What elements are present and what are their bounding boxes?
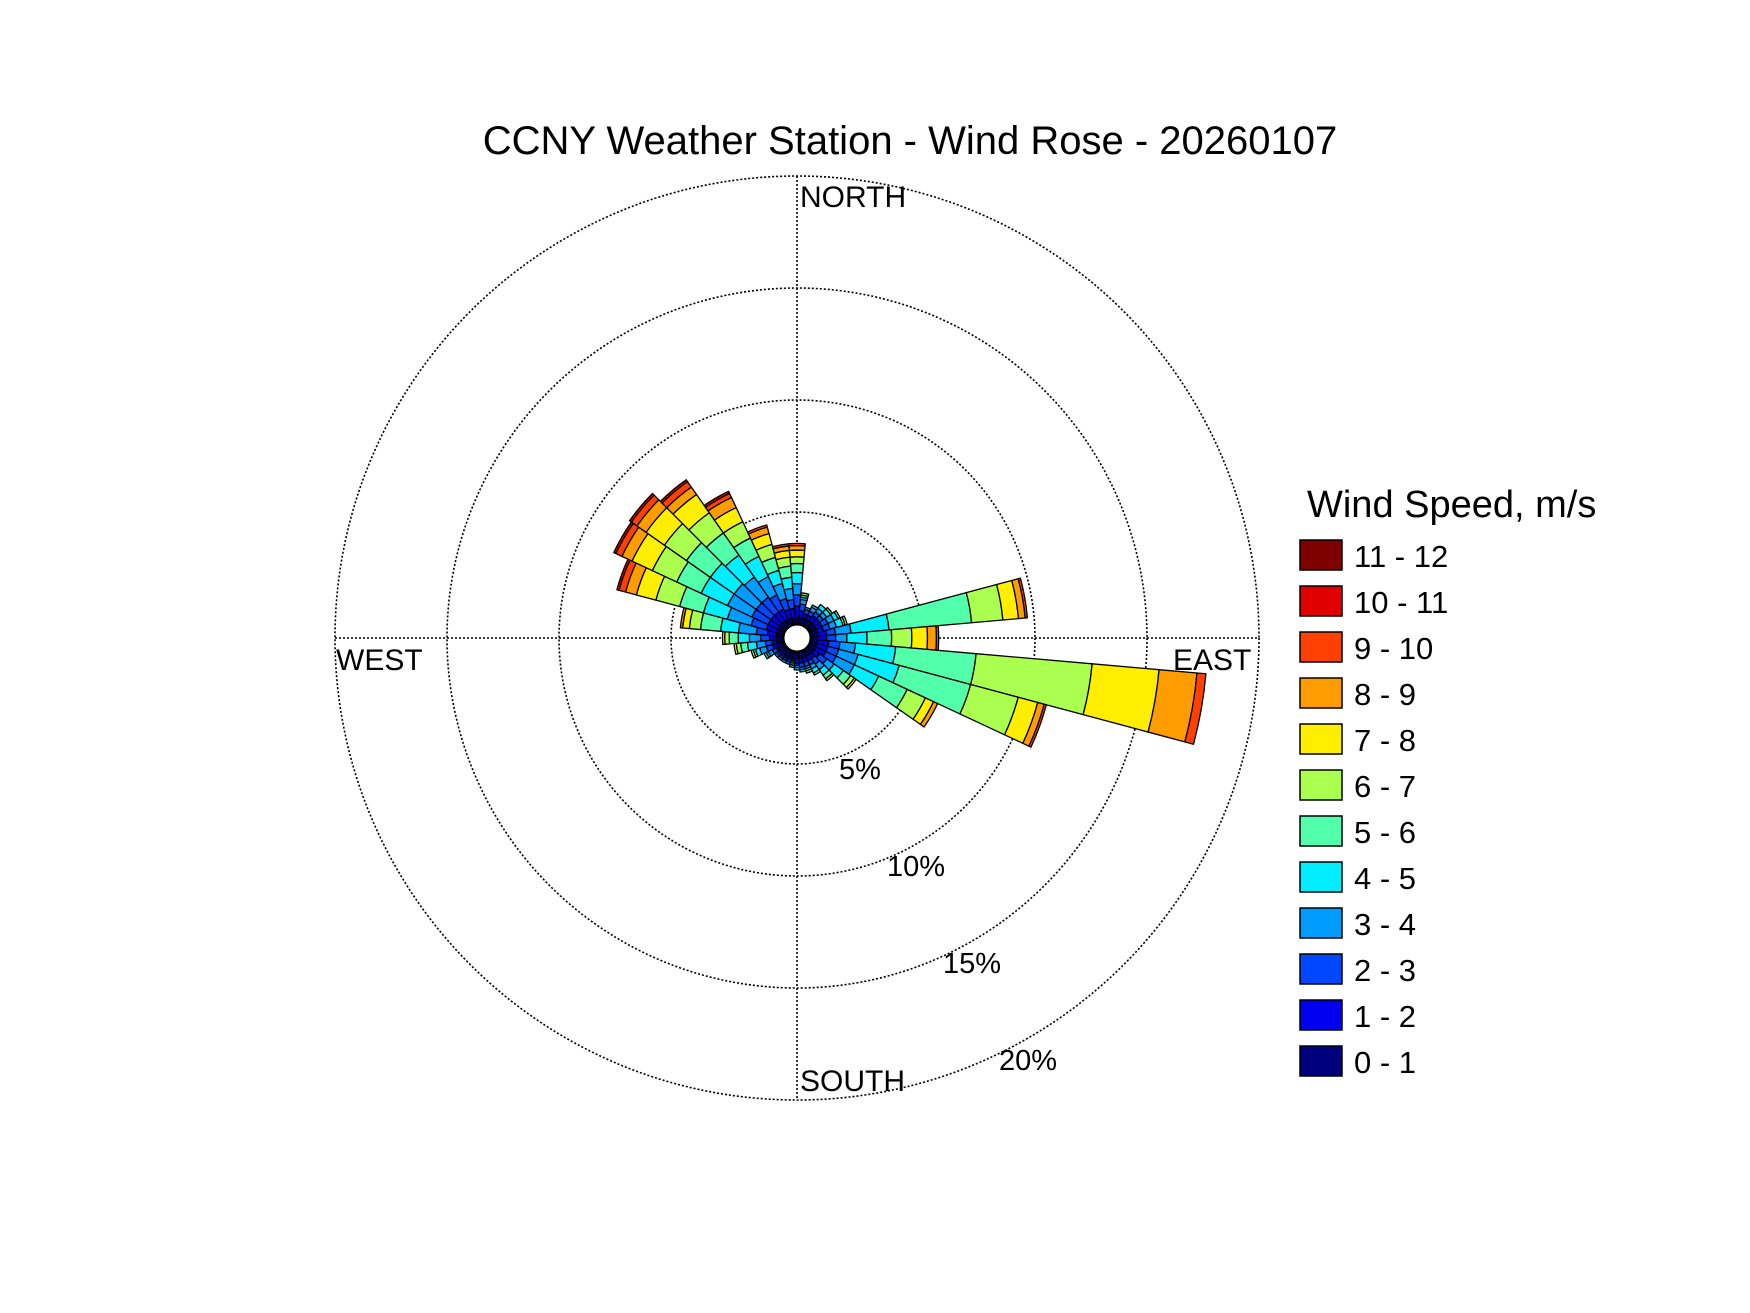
sector-270-bin-7-8 (721, 630, 726, 646)
sector-330-bin-10-11 (703, 490, 731, 508)
legend-swatch-10-11 (1299, 585, 1343, 617)
legend-label-4-5: 4 - 5 (1354, 861, 1416, 896)
sector-170-bin-4-5 (799, 668, 807, 673)
sector-310-bin-10-11 (628, 492, 655, 523)
sector-350-bin-9-10 (771, 543, 790, 550)
sector-0-bin-5-6 (789, 562, 805, 574)
legend-swatch-11-12 (1299, 539, 1343, 571)
direction-label-west: WEST (336, 644, 423, 677)
legend: 11 - 12 10 - 11 9 - 10 8 - 9 7 - 8 6 - 7 5 - 6… (1299, 539, 1448, 1080)
calm-center-hub (781, 622, 813, 654)
sector-90-bin-7-8 (910, 625, 929, 651)
legend-label-7-8: 7 - 8 (1354, 723, 1416, 758)
sector-80-bin-6-7 (965, 583, 1004, 624)
sector-0-bin-7-8 (788, 549, 806, 558)
legend-swatch-2-3 (1299, 953, 1343, 985)
direction-label-north: NORTH (800, 181, 906, 214)
sector-120-bin-8-9 (919, 701, 939, 728)
sector-160-bin-5-6 (805, 668, 814, 674)
sector-150-bin-5-6 (812, 669, 822, 676)
legend-swatch-6-7 (1299, 769, 1343, 801)
sector-10-bin-6-7 (800, 592, 810, 597)
legend-label-10-11: 10 - 11 (1354, 585, 1448, 620)
legend-swatch-3-4 (1299, 907, 1343, 939)
legend-title: Wind Speed, m/s (1307, 484, 1596, 526)
sector-340-bin-9-10 (746, 524, 768, 535)
legend-swatch-8-9 (1299, 677, 1343, 709)
legend-label-2-3: 2 - 3 (1354, 953, 1416, 988)
legend-swatch-5-6 (1299, 815, 1343, 847)
radial-tick-label-5: 5% (839, 754, 881, 786)
sector-180-bin-4-5 (793, 666, 801, 671)
radial-tick-labels: 5% 10% 15% 20% (839, 754, 1057, 1077)
sector-100-bin-7-8 (1082, 663, 1160, 733)
sector-90-bin-6-7 (890, 627, 913, 649)
sector-90-bin-9-10 (935, 625, 940, 651)
legend-label-11-12: 11 - 12 (1354, 539, 1448, 574)
sector-90-bin-8-9 (926, 625, 938, 651)
legend-label-0-1: 0 - 1 (1354, 1045, 1416, 1080)
sector-90-bin-5-6 (866, 629, 893, 647)
radial-tick-label-20: 20% (999, 1045, 1057, 1077)
sector-0-bin-6-7 (789, 556, 805, 565)
sector-0-bin-4-5 (790, 571, 804, 585)
legend-label-9-10: 9 - 10 (1354, 631, 1433, 666)
direction-label-south: SOUTH (800, 1065, 905, 1098)
legend-swatch-9-10 (1299, 631, 1343, 663)
wind-rose-sectors (613, 479, 1207, 748)
sector-270-bin-5-6 (728, 631, 740, 645)
direction-label-east: EAST (1173, 644, 1251, 677)
sector-270-bin-4-5 (737, 632, 751, 644)
sector-0-bin-9-10 (788, 542, 806, 547)
sector-130-bin-7-8 (845, 677, 857, 690)
legend-label-6-7: 6 - 7 (1354, 769, 1416, 804)
legend-swatch-0-1 (1299, 1045, 1343, 1077)
sector-100-bin-9-10 (1184, 672, 1207, 745)
legend-label-8-9: 8 - 9 (1354, 677, 1416, 712)
legend-label-1-2: 1 - 2 (1354, 999, 1416, 1034)
sector-140-bin-6-7 (824, 672, 835, 682)
legend-label-5-6: 5 - 6 (1354, 815, 1416, 850)
sector-80-bin-5-6 (885, 591, 973, 631)
legend-swatch-7-8 (1299, 723, 1343, 755)
sector-190-bin-4-5 (788, 663, 796, 669)
legend-swatch-1-2 (1299, 999, 1343, 1031)
sector-320-bin-10-11 (659, 479, 689, 504)
sector-80-bin-9-10 (1017, 577, 1029, 619)
radial-tick-label-10: 10% (887, 851, 945, 883)
radial-tick-label-15: 15% (943, 948, 1001, 980)
chart-title: CCNY Weather Station - Wind Rose - 20260… (483, 119, 1338, 163)
legend-label-3-4: 3 - 4 (1354, 907, 1416, 942)
legend-swatch-4-5 (1299, 861, 1343, 893)
sector-110-bin-9-10 (1028, 703, 1048, 748)
